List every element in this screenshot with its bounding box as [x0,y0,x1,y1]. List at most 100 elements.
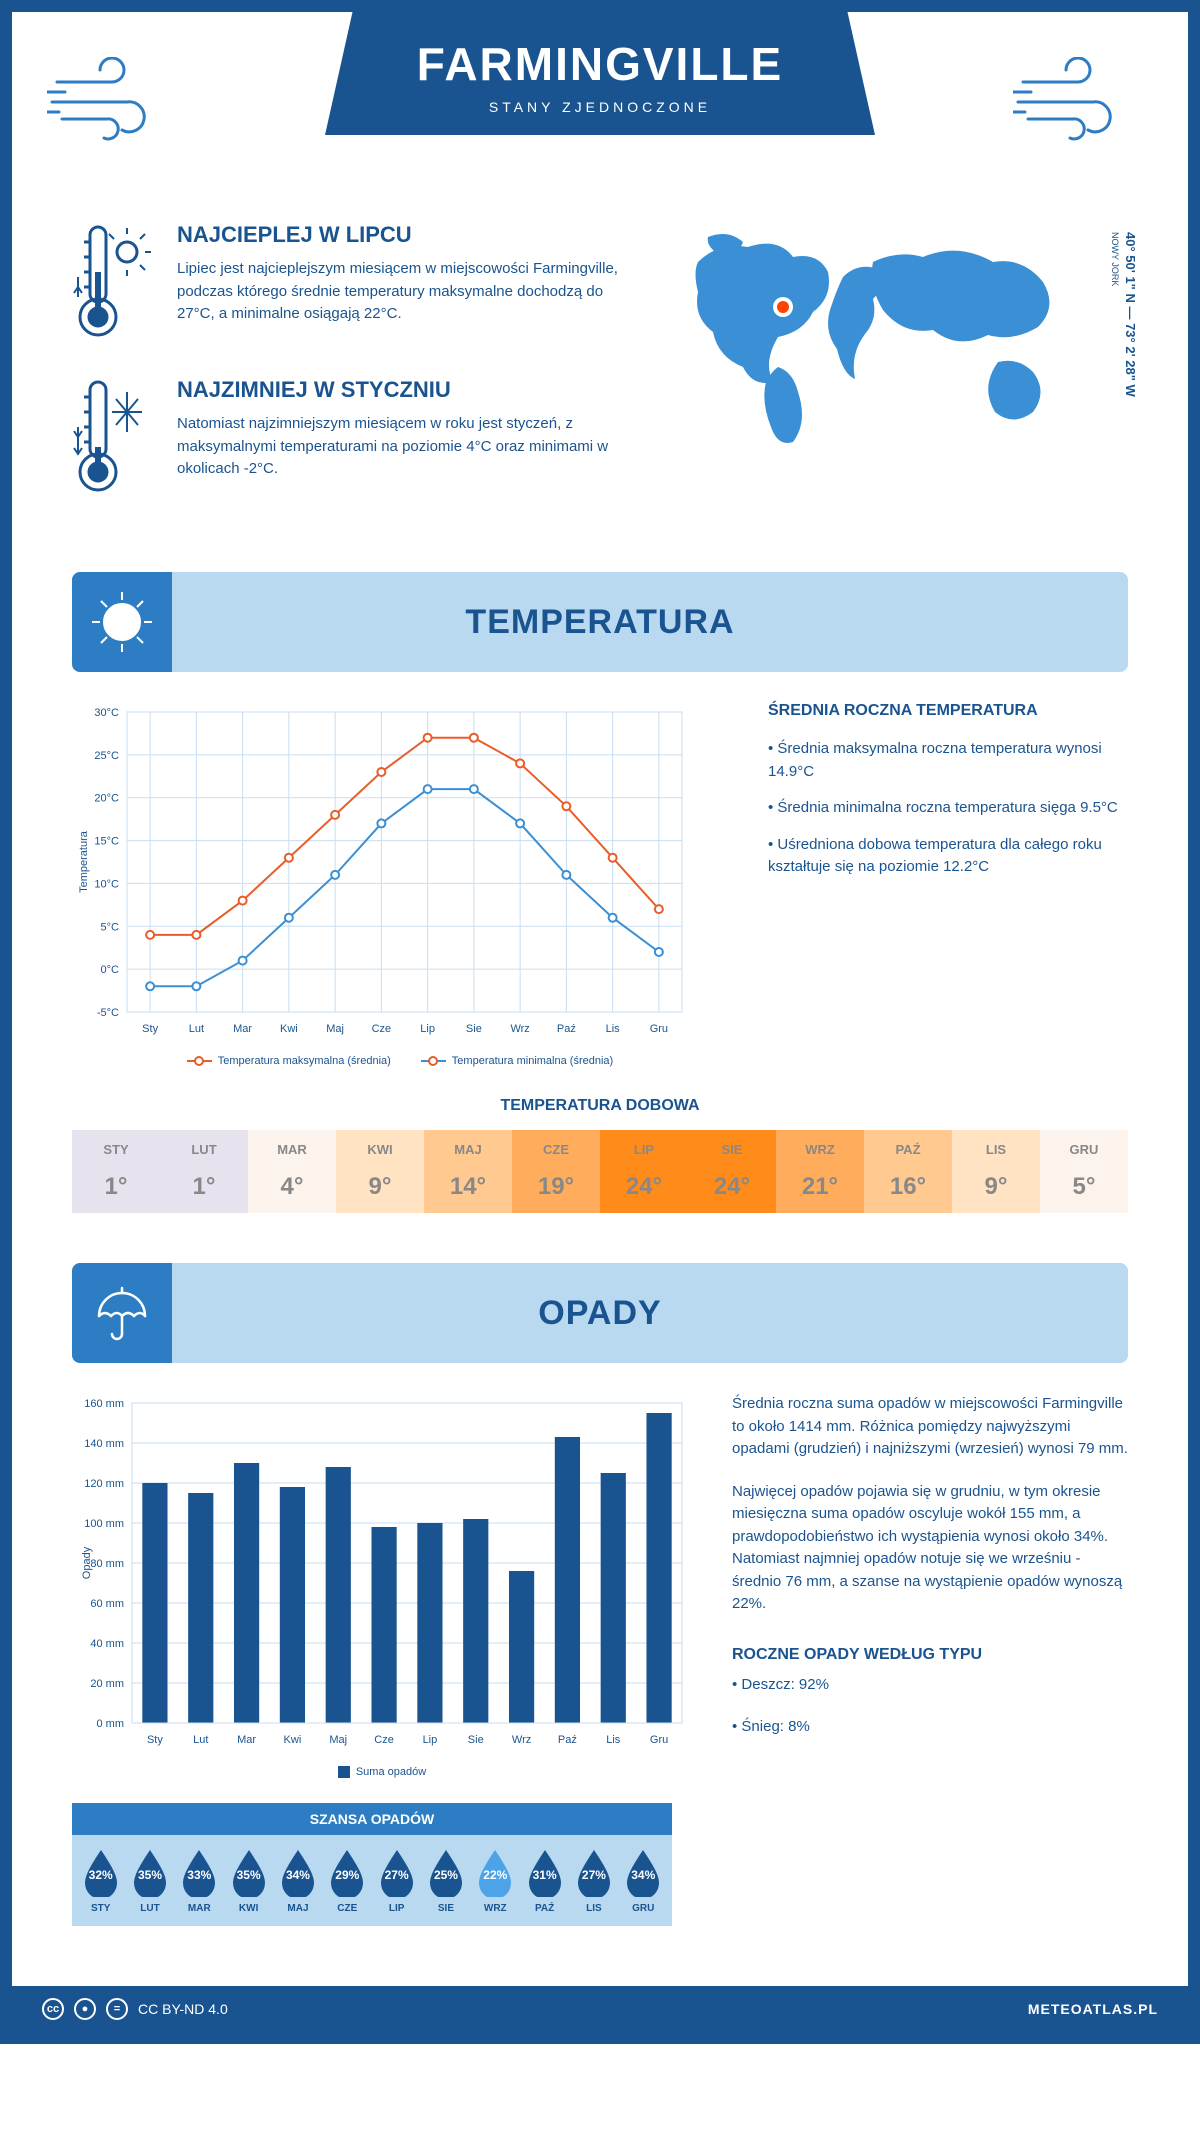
svg-text:Temperatura: Temperatura [78,830,90,893]
svg-text:20°C: 20°C [94,793,119,805]
svg-text:60 mm: 60 mm [90,1598,124,1610]
svg-text:Sty: Sty [147,1734,163,1746]
svg-text:Mar: Mar [237,1734,256,1746]
svg-text:Wrz: Wrz [512,1734,531,1746]
cc-icon: cc [42,1998,64,2020]
chance-cell: 29%CZE [323,1847,372,1914]
daily-cell: STY1° [72,1130,160,1213]
daily-cell: GRU5° [1040,1130,1128,1213]
daily-temp-title: TEMPERATURA DOBOWA [72,1097,1128,1115]
chance-cell: 27%LIS [569,1847,618,1914]
daily-cell: MAJ14° [424,1130,512,1213]
svg-text:Paź: Paź [557,1023,576,1035]
svg-text:Sie: Sie [468,1734,484,1746]
svg-text:Opady: Opady [81,1546,93,1579]
svg-text:Sie: Sie [466,1023,482,1035]
daily-cell: KWI9° [336,1130,424,1213]
daily-cell: LUT1° [160,1130,248,1213]
svg-text:Sty: Sty [142,1023,158,1035]
chance-cell: 35%LUT [125,1847,174,1914]
temperature-line-chart: -5°C 0°C 5°C 10°C 15°C 20°C 25°C 30°C Sty Lut Mar K… [72,702,728,1067]
svg-text:Kwi: Kwi [284,1734,302,1746]
svg-text:Lip: Lip [420,1023,435,1035]
svg-text:Maj: Maj [326,1023,344,1035]
svg-text:Cze: Cze [374,1734,394,1746]
svg-text:140 mm: 140 mm [84,1438,124,1450]
cold-fact-title: NAJZIMNIEJ W STYCZNIU [177,377,628,403]
page-title: FARMINGVILLE [405,37,795,91]
svg-text:Lis: Lis [606,1734,621,1746]
daily-cell: MAR4° [248,1130,336,1213]
umbrella-icon [72,1263,172,1363]
title-ribbon: FARMINGVILLE STANY ZJEDNOCZONE [325,12,875,135]
sun-icon [72,572,172,672]
temp-chart-legend: .leg-line:nth-child(1)::before{border-co… [72,1055,728,1067]
chance-cell: 22%WRZ [471,1847,520,1914]
svg-text:Wrz: Wrz [510,1023,529,1035]
temperature-heading: TEMPERATURA [172,603,1128,642]
svg-text:Lis: Lis [606,1023,621,1035]
chance-cell: 32%STY [76,1847,125,1914]
svg-text:15°C: 15°C [94,836,119,848]
hot-fact: NAJCIEPLEJ W LIPCU Lipiec jest najcieple… [72,222,628,347]
svg-text:Cze: Cze [372,1023,392,1035]
svg-text:Gru: Gru [650,1023,668,1035]
svg-text:30°C: 30°C [94,707,119,719]
daily-cell: SIE24° [688,1130,776,1213]
precipitation-section-header: OPADY [72,1263,1128,1363]
precipitation-heading: OPADY [172,1294,1128,1333]
svg-text:0°C: 0°C [101,964,120,976]
chance-cell: 33%MAR [175,1847,224,1914]
daily-temp-strip: STY1°LUT1°MAR4°KWI9°MAJ14°CZE19°LIP24°SI… [72,1130,1128,1213]
temperature-section-header: TEMPERATURA [72,572,1128,672]
svg-text:5°C: 5°C [101,921,120,933]
precipitation-chance-strip: SZANSA OPADÓW 32%STY35%LUT33%MAR35%KWI34… [72,1803,672,1926]
svg-text:-5°C: -5°C [97,1007,119,1019]
svg-text:0 mm: 0 mm [97,1718,125,1730]
hot-fact-text: Lipiec jest najcieplejszym miesiącem w m… [177,258,628,326]
svg-text:100 mm: 100 mm [84,1518,124,1530]
svg-text:Lip: Lip [423,1734,438,1746]
temperature-summary: ŚREDNIA ROCZNA TEMPERATURA • Średnia mak… [768,702,1128,1067]
svg-text:80 mm: 80 mm [90,1558,124,1570]
precipitation-bar-chart: 0 mm 20 mm 40 mm 60 mm 80 mm 100 mm 120 mm 140 … [72,1393,692,1926]
site-credit: METEOATLAS.PL [1028,2001,1158,2017]
thermometer-hot-icon [72,222,152,347]
by-icon: ● [74,1998,96,2020]
cold-fact: NAJZIMNIEJ W STYCZNIU Natomiast najzimni… [72,377,628,502]
chance-cell: 34%GRU [619,1847,668,1914]
svg-text:40 mm: 40 mm [90,1638,124,1650]
coordinates: 40° 50' 1" N — 73° 2' 28" WNOWY JORK [1108,232,1138,452]
daily-cell: WRZ21° [776,1130,864,1213]
daily-cell: PAŹ16° [864,1130,952,1213]
precipitation-summary: Średnia roczna suma opadów w miejscowośc… [732,1393,1128,1926]
svg-text:Lut: Lut [189,1023,204,1035]
svg-text:120 mm: 120 mm [84,1478,124,1490]
thermometer-cold-icon [72,377,152,502]
svg-text:160 mm: 160 mm [84,1398,124,1410]
license-text: CC BY-ND 4.0 [138,2001,228,2017]
intro-section: NAJCIEPLEJ W LIPCU Lipiec jest najcieple… [12,212,1188,572]
svg-text:Paź: Paź [558,1734,577,1746]
chance-cell: 34%MAJ [273,1847,322,1914]
svg-text:Kwi: Kwi [280,1023,298,1035]
cold-fact-text: Natomiast najzimniejszym miesiącem w rok… [177,413,628,481]
svg-text:Mar: Mar [233,1023,252,1035]
svg-text:25°C: 25°C [94,750,119,762]
daily-cell: LIS9° [952,1130,1040,1213]
chance-cell: 27%LIP [372,1847,421,1914]
chance-cell: 35%KWI [224,1847,273,1914]
wind-icon [47,57,187,147]
chance-cell: 25%SIE [421,1847,470,1914]
svg-text:Gru: Gru [650,1734,668,1746]
chance-cell: 31%PAŹ [520,1847,569,1914]
header: FARMINGVILLE STANY ZJEDNOCZONE [12,12,1188,212]
hot-fact-title: NAJCIEPLEJ W LIPCU [177,222,628,248]
svg-text:Maj: Maj [329,1734,347,1746]
svg-text:20 mm: 20 mm [90,1678,124,1690]
daily-cell: CZE19° [512,1130,600,1213]
world-map: 40° 50' 1" N — 73° 2' 28" WNOWY JORK [668,222,1128,532]
daily-cell: LIP24° [600,1130,688,1213]
footer: cc ● = CC BY-ND 4.0 METEOATLAS.PL [12,1986,1188,2032]
svg-text:10°C: 10°C [94,878,119,890]
